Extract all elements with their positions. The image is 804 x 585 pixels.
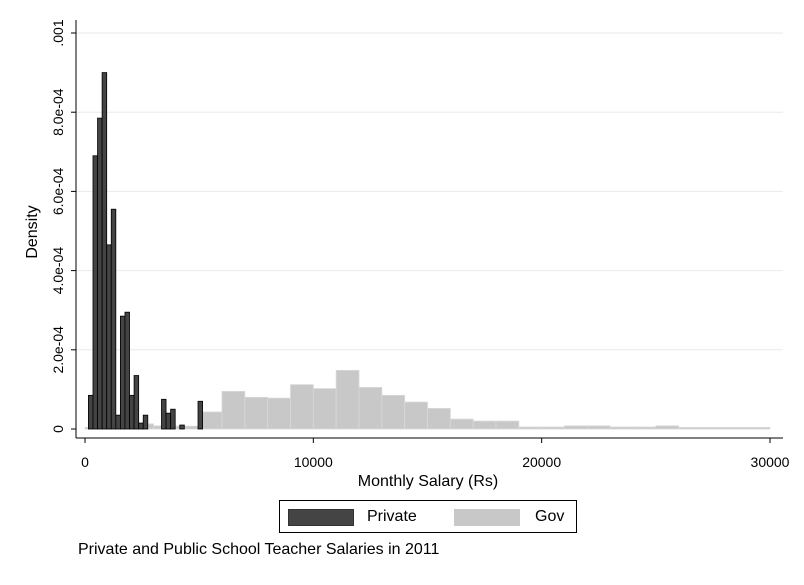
gov-bar xyxy=(221,390,246,430)
gov-bar xyxy=(564,425,588,430)
private-bar xyxy=(88,394,94,430)
gov-bar xyxy=(655,425,680,430)
y-tick-label: 0 xyxy=(50,425,66,433)
gov-bar xyxy=(312,388,337,430)
private-bar xyxy=(138,422,144,430)
private-bar xyxy=(133,375,140,430)
gov-bar xyxy=(495,420,520,430)
private-bar xyxy=(101,72,108,430)
y-tick-label: 4.0e-04 xyxy=(50,247,66,295)
private-series xyxy=(88,72,203,430)
gov-bar xyxy=(404,401,428,430)
gov-bar xyxy=(723,427,748,430)
gov-bar xyxy=(701,427,725,430)
histogram-chart: 0 2.0e-04 4.0e-04 6.0e-04 8.0e-04 .001 0 10000 2… xyxy=(24,19,790,490)
gov-bar xyxy=(632,426,657,430)
gov-bar xyxy=(267,397,291,430)
y-tick-label: 6.0e-04 xyxy=(50,167,66,215)
y-tick-label: 8.0e-04 xyxy=(50,88,66,136)
gov-bar xyxy=(609,426,634,430)
private-bar xyxy=(165,412,172,430)
x-tick-label: 20000 xyxy=(522,454,561,470)
gov-bar xyxy=(678,427,702,430)
y-axis-label: Density xyxy=(24,205,41,258)
gov-bar xyxy=(449,418,474,430)
private-bar xyxy=(124,311,130,430)
private-bar xyxy=(110,208,117,430)
x-tick-label: 10000 xyxy=(294,454,333,470)
tick-labels: 0 2.0e-04 4.0e-04 6.0e-04 8.0e-04 .001 0 10000 2… xyxy=(50,19,790,470)
private-bar xyxy=(119,315,126,430)
legend-label-gov: Gov xyxy=(535,508,565,525)
private-bar xyxy=(197,400,203,430)
axes xyxy=(71,20,783,443)
private-bar xyxy=(161,398,167,430)
gov-bar xyxy=(358,387,383,430)
y-tick-label: .001 xyxy=(50,19,66,46)
private-bar xyxy=(179,424,185,430)
private-bar xyxy=(92,155,98,430)
gov-bar xyxy=(746,427,771,430)
private-bar xyxy=(129,394,135,430)
private-bar xyxy=(97,117,103,430)
gov-bar xyxy=(381,394,406,430)
grid-lines xyxy=(76,32,783,351)
legend-swatch-gov xyxy=(454,509,520,526)
legend-label-private: Private xyxy=(367,508,417,525)
private-bar xyxy=(170,408,176,430)
chart-caption: Private and Public School Teacher Salari… xyxy=(78,541,440,558)
x-axis-label: Monthly Salary (Rs) xyxy=(358,473,498,490)
gov-bar xyxy=(541,426,565,430)
legend: Private Gov xyxy=(279,500,577,533)
private-bar xyxy=(142,414,149,430)
gov-bar xyxy=(427,408,451,430)
gov-bar xyxy=(518,426,543,430)
y-tick-label: 2.0e-04 xyxy=(50,326,66,374)
gov-bar xyxy=(335,369,360,430)
private-bar xyxy=(115,414,121,430)
legend-swatch-private xyxy=(288,509,354,526)
x-tick-label: 30000 xyxy=(751,454,790,470)
private-bar xyxy=(106,244,112,430)
gov-bar xyxy=(290,384,314,430)
gov-bar xyxy=(244,396,269,430)
gov-series xyxy=(84,369,771,430)
x-tick-label: 0 xyxy=(81,454,89,470)
gov-bar xyxy=(586,425,611,430)
gov-bar xyxy=(472,420,497,430)
